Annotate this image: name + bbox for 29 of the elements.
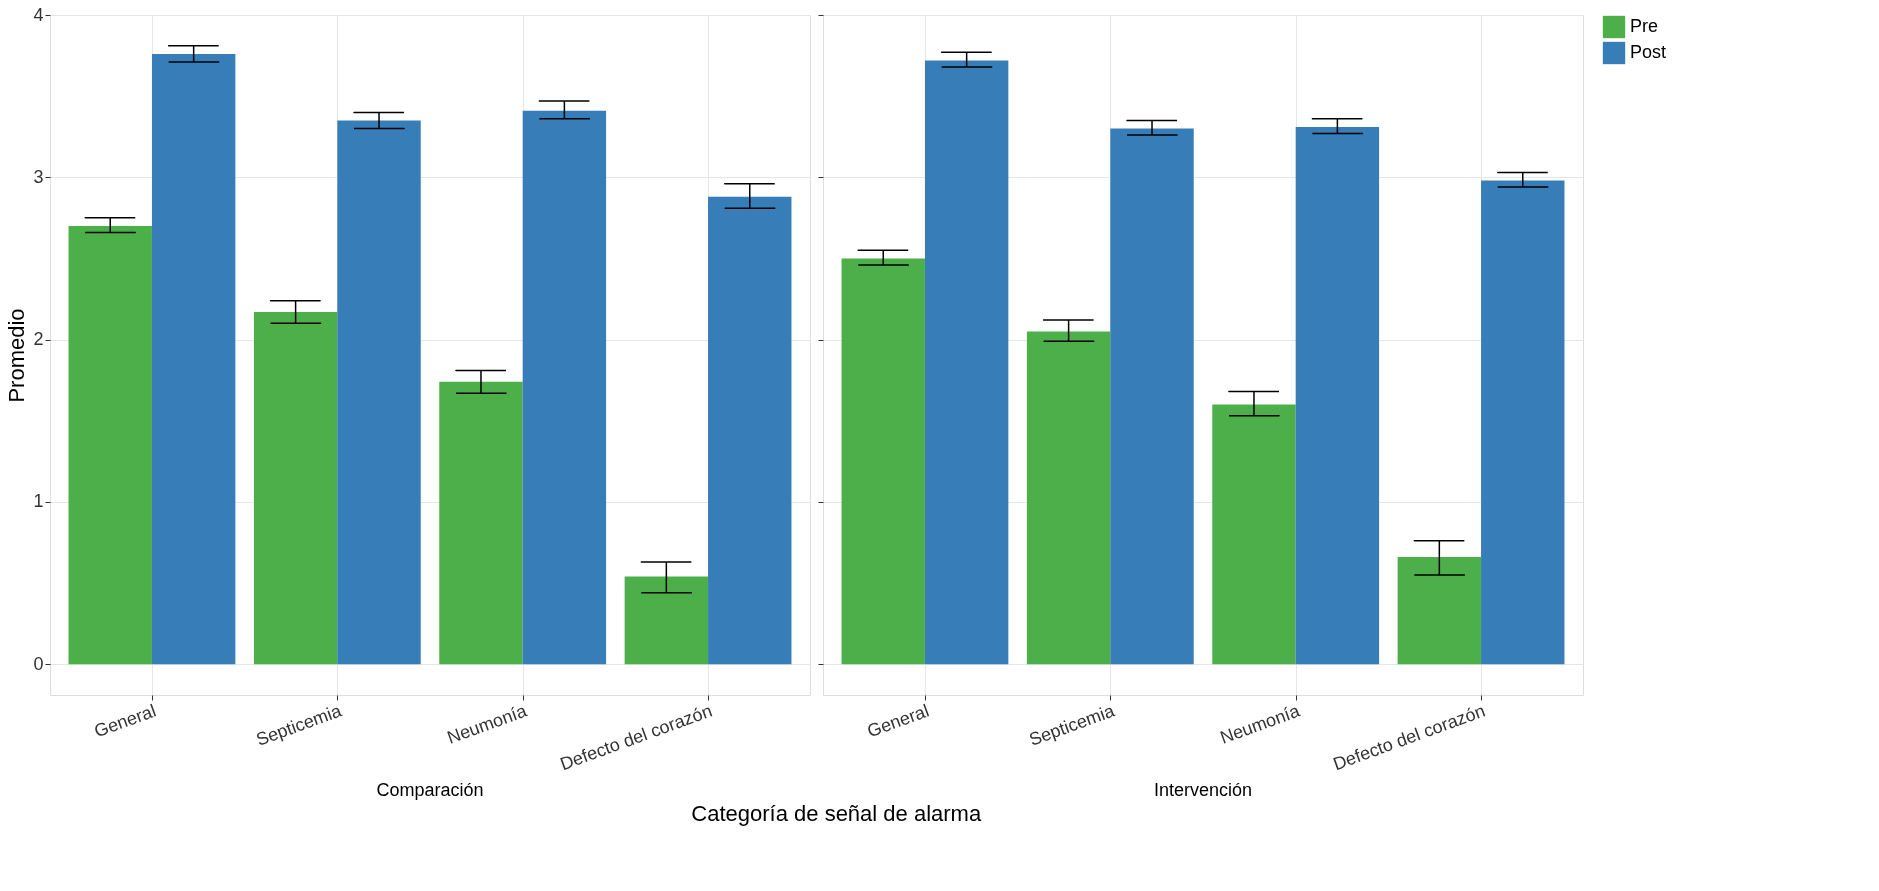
bar [253, 311, 338, 665]
bar [1481, 180, 1565, 665]
bar [151, 53, 236, 665]
y-tick-label: 2 [33, 329, 44, 350]
y-axis-title: Promedio [4, 308, 30, 403]
bar [624, 576, 709, 665]
bar [841, 258, 925, 665]
bar [1110, 128, 1194, 665]
bar [439, 381, 523, 665]
bar [708, 196, 792, 665]
legend-label: Pre [1630, 16, 1659, 36]
bar [1397, 557, 1482, 665]
legend-label: Post [1630, 42, 1667, 62]
bar [1295, 126, 1380, 665]
y-tick-label: 4 [33, 4, 44, 25]
bar [1212, 404, 1296, 665]
bar [924, 60, 1009, 665]
x-axis-title: Categoría de señal de alarma [691, 801, 982, 827]
bar [522, 110, 607, 665]
x-tick-label: Defecto del corazón [1330, 700, 1488, 775]
y-tick-label: 0 [33, 653, 44, 674]
bar [68, 225, 152, 665]
text: Intervención [1153, 779, 1253, 800]
y-tick-label: 1 [33, 491, 44, 512]
text: Comparación [376, 779, 484, 800]
y-tick-label: 3 [33, 166, 44, 187]
x-tick-label: Defecto del corazón [557, 700, 715, 775]
bar [1026, 331, 1111, 665]
bar [337, 120, 421, 665]
